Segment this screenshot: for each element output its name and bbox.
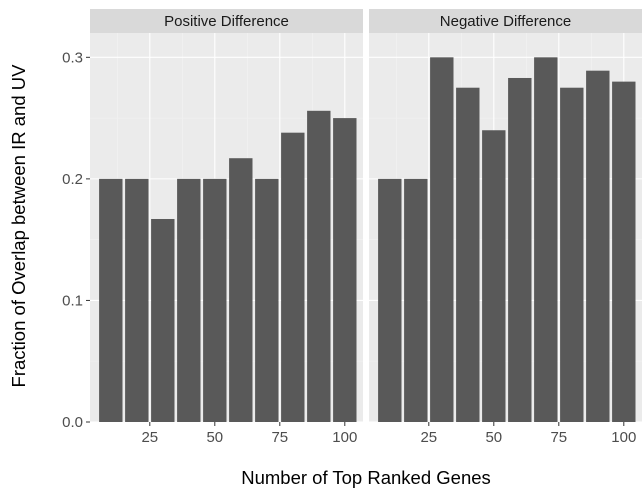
bar — [456, 87, 480, 422]
x-tick-label: 75 — [550, 429, 567, 446]
bar — [177, 178, 201, 422]
y-tick-label: 0.2 — [62, 171, 83, 188]
bar — [203, 178, 227, 422]
bar — [560, 87, 584, 422]
bar — [508, 77, 532, 423]
y-axis: 0.0 0.1 0.2 0.3 — [62, 49, 90, 431]
bar — [534, 57, 558, 422]
x-tick-label: 50 — [485, 429, 502, 446]
x-tick-label: 75 — [271, 429, 288, 446]
y-tick-label: 0.0 — [62, 414, 83, 431]
panel-negative-difference: Negative Difference 25 50 75 100 — [369, 9, 642, 446]
bar — [612, 81, 636, 422]
bar — [255, 178, 279, 422]
x-axis-title: Number of Top Ranked Genes — [241, 467, 491, 488]
facet-strip — [369, 9, 642, 33]
facet-strip-label: Positive Difference — [164, 13, 289, 30]
y-tick-label: 0.1 — [62, 292, 83, 309]
bar — [151, 218, 175, 422]
y-axis-title: Fraction of Overlap between IR and UV — [8, 64, 29, 388]
x-tick-label: 25 — [420, 429, 437, 446]
facet-strip — [90, 9, 363, 33]
x-tick-label: 25 — [141, 429, 158, 446]
x-tick-label: 100 — [332, 429, 357, 446]
bar — [404, 178, 428, 422]
bar — [482, 130, 506, 422]
bar — [281, 132, 305, 422]
x-tick-label: 100 — [611, 429, 636, 446]
bar — [307, 110, 331, 423]
panel-positive-difference: Positive Difference 25 50 75 100 — [90, 9, 363, 446]
x-tick-label: 50 — [206, 429, 223, 446]
bar — [99, 178, 123, 422]
bar — [333, 118, 357, 422]
bar — [430, 57, 454, 422]
bar — [229, 158, 253, 422]
bar — [125, 178, 149, 422]
y-tick-label: 0.3 — [62, 49, 83, 66]
bar — [586, 70, 610, 422]
facet-strip-label: Negative Difference — [440, 13, 571, 30]
bar — [378, 178, 402, 422]
